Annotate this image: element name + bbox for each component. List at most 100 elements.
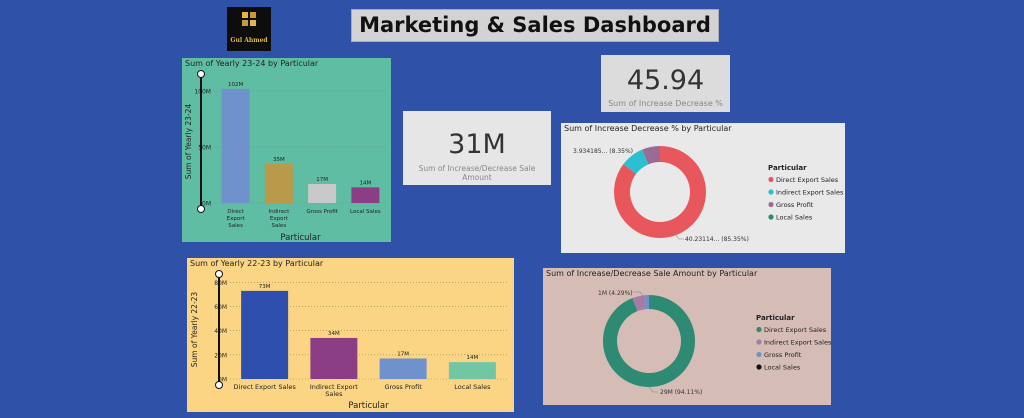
kpi-value: 31M	[448, 129, 506, 160]
legend-marker	[756, 364, 762, 370]
legend-entry: Gross Profit	[764, 351, 802, 359]
kpi-card-increase-decrease-pct[interactable]: 45.94 Sum of Increase Decrease %	[601, 55, 730, 112]
legend-entry: Gross Profit	[776, 201, 814, 209]
legend-title: Particular	[756, 314, 795, 322]
chart-title: Sum of Yearly 22-23 by Particular	[190, 259, 324, 268]
y-tick-label: 50M	[198, 145, 211, 152]
y-axis-title: Sum of Yearly 23-24	[184, 104, 193, 180]
legend-marker	[756, 326, 762, 333]
legend-entry: Local Sales	[776, 214, 813, 222]
donut-slice	[614, 146, 706, 238]
bar-chart-yearly-22-23[interactable]: Sum of Yearly 22-23 by Particular 0M 20M 4…	[187, 258, 514, 412]
x-tick-label: Export	[227, 216, 246, 222]
x-tick-label: Direct	[227, 209, 244, 215]
annotation-leader-line	[648, 386, 658, 393]
x-tick-label: Sales	[272, 223, 287, 229]
data-label: 102M	[228, 82, 243, 88]
x-tick-label: Local Sales	[454, 383, 491, 391]
chart-title: Sum of Increase Decrease % by Particular	[564, 124, 732, 133]
brand-logo: Gul Ahmed	[227, 7, 271, 51]
legend-marker	[768, 214, 774, 220]
donut-chart-increase-decrease-amount-plot: 29M (94.11%) 1M (4.29%) Particular Direct E…	[598, 290, 831, 396]
y-tick-label: 40M	[214, 328, 227, 335]
y-tick-label: 80M	[214, 280, 227, 287]
kpi-label: Sum of Increase/Decrease Sale Amount	[418, 164, 536, 182]
x-tick-label: Sales	[228, 223, 243, 229]
x-tick-label: Local Sales	[350, 209, 381, 215]
x-tick-label: Gross Profit	[306, 209, 338, 215]
data-label: 35M	[273, 157, 285, 163]
y-tick-label: 0M	[218, 377, 227, 384]
legend-marker	[768, 176, 774, 183]
y-tick-label: 20M	[214, 352, 227, 359]
data-label: 17M	[397, 351, 409, 357]
y-axis-title: Sum of Yearly 22-23	[190, 292, 199, 368]
legend-title: Particular	[768, 164, 807, 172]
bar	[264, 163, 293, 203]
slider-handle-bottom	[215, 381, 223, 389]
donut-slice	[603, 295, 695, 387]
donut-chart-increase-decrease-amount[interactable]: Sum of Increase/Decrease Sale Amount by …	[543, 268, 831, 405]
y-tick-label: 60M	[214, 304, 227, 311]
slice-annotation: 3.934185... (8.35%)	[573, 148, 633, 155]
chart-title: Sum of Increase/Decrease Sale Amount by …	[546, 269, 758, 278]
bar	[241, 290, 289, 379]
x-tick-label: Indirect	[268, 209, 290, 215]
legend-marker	[768, 189, 774, 195]
kpi-value: 45.94	[626, 65, 705, 96]
donut-chart-increase-decrease-pct[interactable]: Sum of Increase Decrease % by Particular…	[561, 123, 845, 253]
data-label: 14M	[467, 355, 479, 361]
data-label: 34M	[328, 331, 340, 337]
annotation-leader-line	[672, 230, 684, 240]
logo-text: Gul Ahmed	[230, 37, 268, 44]
bar-chart-yearly-23-24[interactable]: Sum of Yearly 23-24 by Particular 0M 50M 1…	[182, 58, 391, 242]
kpi-card-increase-decrease-amount[interactable]: 31M Sum of Increase/Decrease Sale Amount	[403, 111, 551, 185]
bar	[379, 358, 427, 379]
bar	[351, 187, 380, 203]
x-tick-label: Indirect Export	[310, 383, 358, 391]
legend-entry: Indirect Export Sales	[776, 189, 844, 197]
donut-slice	[623, 149, 649, 174]
annotation-leader-line	[633, 291, 645, 298]
bar	[310, 337, 358, 379]
legend-entry: Direct Export Sales	[764, 326, 827, 334]
legend-marker	[756, 351, 762, 358]
x-tick-label: Gross Profit	[384, 383, 422, 391]
x-tick-label: Direct Export Sales	[234, 383, 297, 391]
bar	[448, 362, 496, 379]
y-tick-label: 100M	[194, 89, 211, 96]
donut-chart-increase-decrease-pct-plot: 40.23114... (85.35%) 3.934185... (8.35%) P…	[573, 146, 844, 243]
x-tick-label: Sales	[325, 390, 343, 398]
slider-handle-bottom	[197, 205, 205, 213]
donut-slice	[642, 146, 660, 165]
slider-handle-top	[197, 70, 205, 78]
bar	[221, 88, 250, 203]
chart-title: Sum of Yearly 23-24 by Particular	[185, 59, 319, 68]
bar	[308, 183, 337, 203]
slice-annotation: 1M (4.29%)	[598, 290, 633, 297]
legend-entry: Direct Export Sales	[776, 176, 839, 184]
slice-annotation: 40.23114... (85.35%)	[685, 236, 749, 243]
data-label: 17M	[316, 177, 328, 183]
logo-mark-icon	[242, 12, 256, 26]
legend-marker	[756, 339, 762, 345]
x-tick-label: Export	[270, 216, 289, 222]
slider-handle-top	[215, 270, 223, 278]
dashboard-title-box: Marketing & Sales Dashboard	[351, 9, 719, 42]
slice-annotation: 29M (94.11%)	[660, 389, 702, 396]
legend-entry: Indirect Export Sales	[764, 339, 831, 347]
bar-chart-yearly-22-23-plot: 0M 20M 40M 60M 80M Sum of Yearly 22-23 73M Dire…	[190, 270, 507, 411]
x-axis-title: Particular	[280, 233, 321, 242]
annotation-leader-line	[642, 152, 653, 158]
legend-marker	[768, 201, 774, 208]
y-tick-label: 0M	[202, 201, 211, 208]
dashboard-title: Marketing & Sales Dashboard	[359, 13, 711, 37]
data-label: 73M	[259, 284, 271, 290]
data-label: 14M	[360, 180, 372, 186]
x-axis-title: Particular	[348, 401, 389, 411]
donut-slice	[632, 295, 646, 312]
legend-entry: Local Sales	[764, 364, 801, 372]
kpi-label: Sum of Increase Decrease %	[608, 99, 723, 108]
donut-slice	[644, 295, 649, 310]
